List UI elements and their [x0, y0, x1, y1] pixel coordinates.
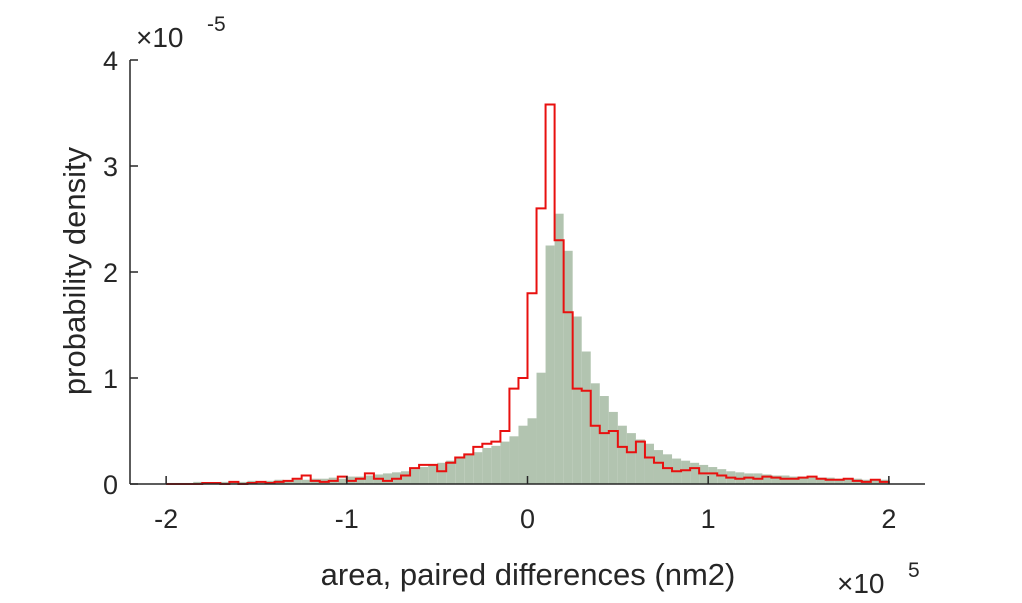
filled-bar	[545, 245, 555, 484]
filled-bar	[608, 411, 618, 484]
filled-bar	[419, 467, 429, 484]
y-tick-label: 2	[103, 258, 118, 288]
filled-bar	[256, 481, 266, 484]
filled-bar	[455, 457, 465, 484]
filled-bar	[509, 436, 519, 484]
filled-bar	[708, 467, 718, 484]
tick-marks	[130, 59, 890, 485]
filled-bar	[536, 372, 546, 484]
filled-bar	[301, 479, 311, 484]
filled-bar	[220, 481, 230, 484]
filled-bar	[744, 473, 754, 484]
outline-step-line	[166, 103, 890, 485]
x-tick-label: 1	[701, 504, 716, 534]
filled-bar	[410, 469, 420, 484]
filled-bar	[491, 445, 501, 484]
filled-bar	[843, 478, 853, 484]
filled-bar	[364, 475, 374, 484]
filled-bar	[473, 452, 483, 484]
filled-bar	[527, 418, 537, 484]
filled-bar	[229, 481, 239, 484]
filled-bar	[717, 469, 727, 484]
y-tick-label: 4	[103, 46, 118, 76]
filled-bar	[337, 478, 347, 484]
filled-histogram-series	[166, 213, 889, 484]
filled-bar	[581, 351, 591, 484]
x-multiplier-text: ×10	[837, 568, 885, 599]
filled-bar	[626, 433, 636, 484]
x-exponent-label: ×10 5	[837, 559, 920, 599]
y-exponent-text: -5	[207, 13, 226, 36]
filled-bar	[762, 474, 772, 484]
filled-bar	[382, 473, 392, 484]
filled-bar	[825, 477, 835, 484]
filled-bar	[789, 476, 799, 484]
y-tick-label: 1	[103, 364, 118, 394]
x-tick-label: -1	[335, 504, 359, 534]
tick-labels: -2 -1 0 1 2 0 1 2 3 4	[103, 46, 896, 534]
filled-bar	[590, 383, 600, 484]
filled-bar	[482, 447, 492, 484]
filled-bar	[681, 460, 691, 484]
filled-bar	[437, 462, 447, 484]
filled-bar	[690, 462, 700, 484]
y-exponent-label: ×10 -5	[136, 13, 226, 53]
filled-bar	[283, 480, 293, 484]
filled-bar	[563, 250, 573, 484]
filled-bar	[599, 396, 609, 484]
filled-bar	[428, 464, 438, 484]
filled-bar	[771, 475, 781, 484]
filled-bar	[617, 425, 627, 484]
filled-bar	[554, 213, 564, 484]
y-tick-label: 3	[103, 152, 118, 182]
filled-bar	[699, 464, 709, 484]
filled-bar	[292, 479, 302, 484]
filled-bar	[635, 439, 645, 484]
filled-bar	[572, 316, 582, 484]
filled-bar	[807, 477, 817, 484]
filled-bar	[780, 475, 790, 484]
filled-bar	[464, 454, 474, 484]
filled-bar	[446, 460, 456, 484]
outline-histogram-series	[166, 103, 890, 485]
filled-bar	[518, 425, 528, 484]
y-tick-label: 0	[103, 470, 118, 500]
filled-bar	[238, 481, 248, 484]
filled-bar	[663, 454, 673, 484]
filled-bar	[193, 481, 203, 484]
y-axis-title: probability density	[57, 146, 92, 395]
filled-bar	[816, 477, 826, 484]
y-multiplier-text: ×10	[136, 22, 184, 53]
filled-bar	[870, 479, 880, 484]
x-exponent-text: 5	[908, 559, 920, 582]
filled-bar	[500, 441, 510, 484]
filled-bar	[401, 471, 411, 484]
x-tick-label: 0	[520, 504, 535, 534]
filled-bar	[798, 476, 808, 484]
filled-bar	[355, 476, 365, 484]
x-tick-label: -2	[154, 504, 178, 534]
filled-bar	[644, 443, 654, 484]
filled-bar	[653, 450, 664, 484]
filled-bar	[834, 478, 844, 484]
x-axis-title: area, paired differences (nm2)	[321, 557, 736, 592]
x-tick-label: 2	[881, 504, 896, 534]
